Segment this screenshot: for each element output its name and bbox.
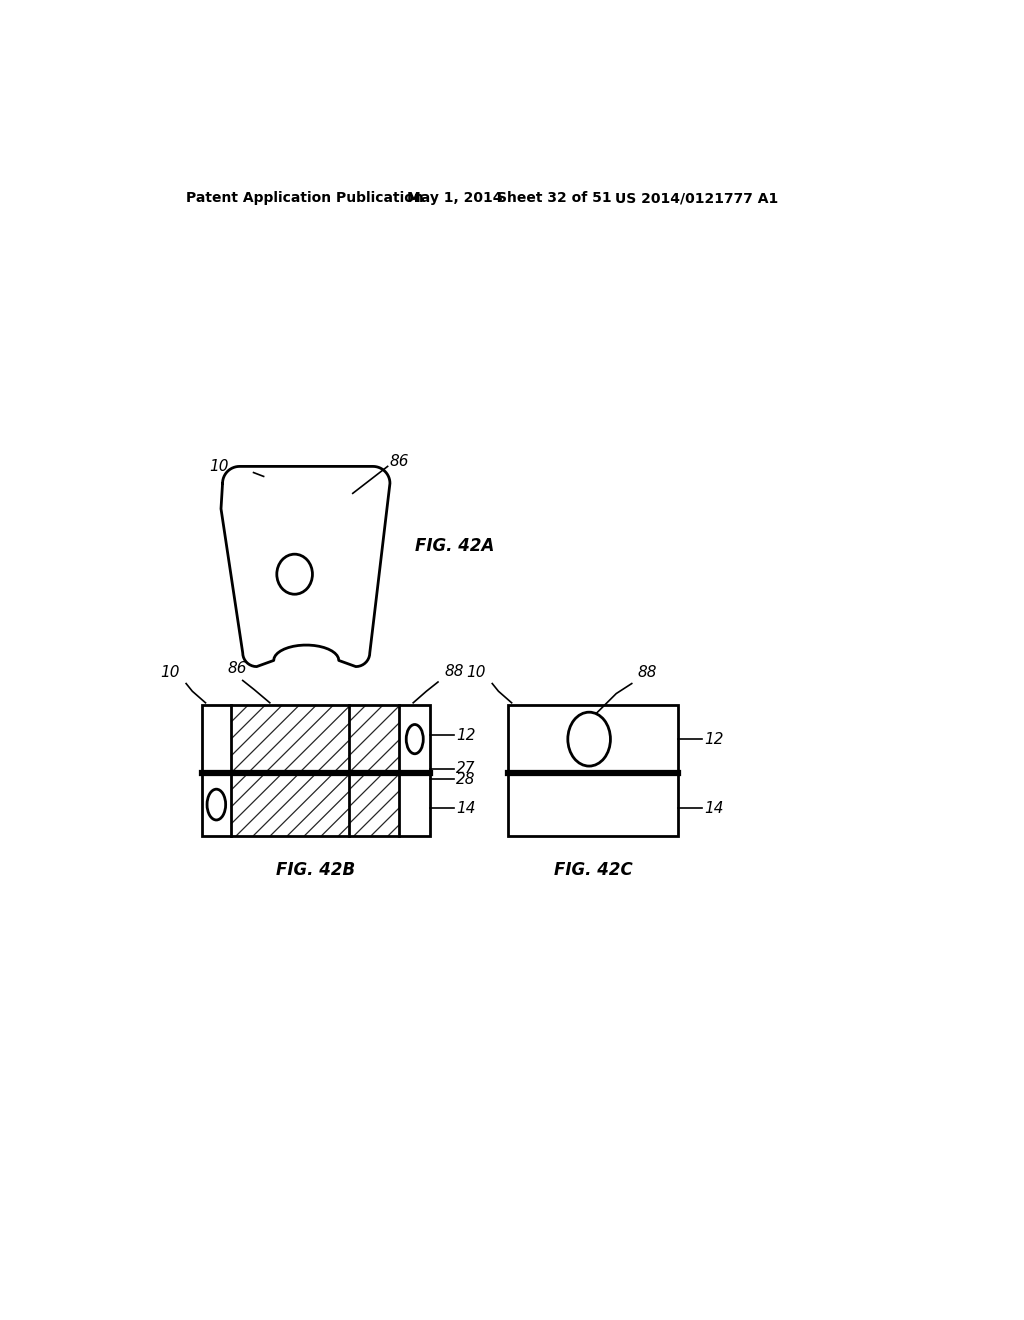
Text: FIG. 42B: FIG. 42B (276, 861, 355, 879)
Text: Sheet 32 of 51: Sheet 32 of 51 (497, 191, 611, 206)
Bar (508, 705, 678, 836)
Bar (202, 705, 430, 836)
Text: US 2014/0121777 A1: US 2014/0121777 A1 (614, 191, 778, 206)
Text: 12: 12 (703, 731, 723, 747)
Text: May 1, 2014: May 1, 2014 (407, 191, 503, 206)
Text: 86: 86 (227, 661, 247, 676)
Text: 14: 14 (703, 801, 723, 816)
Text: 10: 10 (209, 459, 228, 474)
Text: 28: 28 (456, 772, 475, 787)
Text: 88: 88 (637, 665, 656, 681)
Text: Patent Application Publication: Patent Application Publication (186, 191, 424, 206)
Text: 12: 12 (456, 727, 475, 743)
Text: 10: 10 (467, 665, 486, 681)
Text: 27: 27 (456, 762, 475, 776)
Text: FIG. 42C: FIG. 42C (554, 861, 633, 879)
Text: 10: 10 (161, 665, 180, 681)
Text: FIG. 42A: FIG. 42A (415, 537, 495, 556)
Text: 86: 86 (390, 454, 410, 469)
Text: 88: 88 (444, 664, 464, 678)
Text: 14: 14 (456, 801, 475, 816)
